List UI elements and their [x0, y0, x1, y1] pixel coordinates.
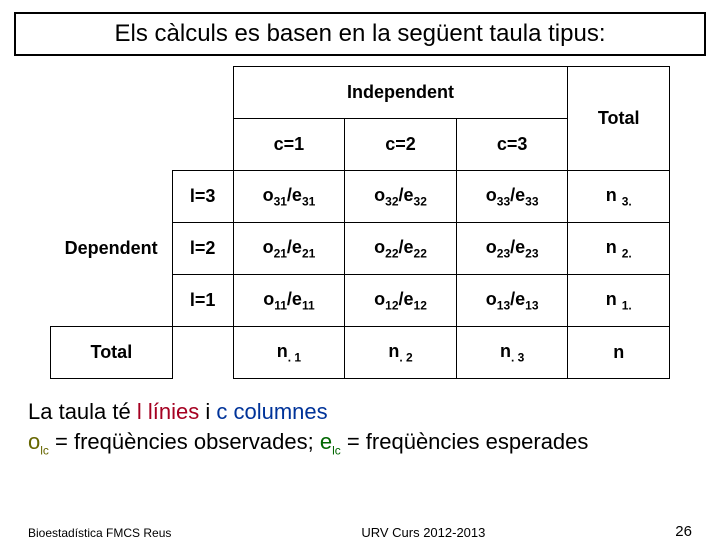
c1-header: c=1	[233, 119, 345, 171]
col-total-2: n. 2	[345, 327, 457, 379]
table-total-row: Total n. 1 n. 2 n. 3 n	[51, 327, 670, 379]
c2-header: c=2	[345, 119, 457, 171]
row-total-2: n 2.	[568, 223, 670, 275]
cell-o31: o31/e31	[233, 171, 345, 223]
c3-header: c=3	[456, 119, 568, 171]
page-title: Els càlculs es basen en la següent taula…	[26, 20, 694, 48]
note-line-2: olc = freqüències observades; elc = freq…	[28, 427, 692, 459]
contingency-table: Independent Total c=1 c=2 c=3 Dependent …	[50, 66, 670, 379]
cell-o23: o23/e23	[456, 223, 568, 275]
notes-text: La taula té l línies i c columnes olc = …	[28, 397, 692, 458]
contingency-table-wrap: Independent Total c=1 c=2 c=3 Dependent …	[50, 66, 670, 379]
cell-o11: o11/e11	[233, 275, 345, 327]
col-total-1: n. 1	[233, 327, 345, 379]
title-container: Els càlculs es basen en la següent taula…	[14, 12, 706, 56]
row-total-1: n 1.	[568, 275, 670, 327]
slide-footer: Bioestadística FMCS Reus URV Curs 2012-2…	[0, 523, 720, 540]
cell-o33: o33/e33	[456, 171, 568, 223]
total-col-header: Total	[568, 67, 670, 171]
total-row-header: Total	[51, 327, 173, 379]
footer-center: URV Curs 2012-2013	[361, 525, 485, 540]
cell-o13: o13/e13	[456, 275, 568, 327]
footer-page-number: 26	[675, 523, 692, 540]
grand-total: n	[568, 327, 670, 379]
dependent-header: Dependent	[51, 171, 173, 327]
l1-header: l=1	[172, 275, 233, 327]
table-row: Dependent l=3 o31/e31 o32/e32 o33/e33 n …	[51, 171, 670, 223]
empty-spacer	[172, 67, 233, 171]
cell-o22: o22/e22	[345, 223, 457, 275]
cell-o12: o12/e12	[345, 275, 457, 327]
cell-o32: o32/e32	[345, 171, 457, 223]
l2-header: l=2	[172, 223, 233, 275]
row-total-3: n 3.	[568, 171, 670, 223]
independent-header: Independent	[233, 67, 568, 119]
empty-corner	[51, 67, 173, 171]
footer-left: Bioestadística FMCS Reus	[28, 526, 171, 540]
l3-header: l=3	[172, 171, 233, 223]
empty-cell	[172, 327, 233, 379]
cell-o21: o21/e21	[233, 223, 345, 275]
col-total-3: n. 3	[456, 327, 568, 379]
table-header-row-1: Independent Total	[51, 67, 670, 119]
note-line-1: La taula té l línies i c columnes	[28, 397, 692, 427]
